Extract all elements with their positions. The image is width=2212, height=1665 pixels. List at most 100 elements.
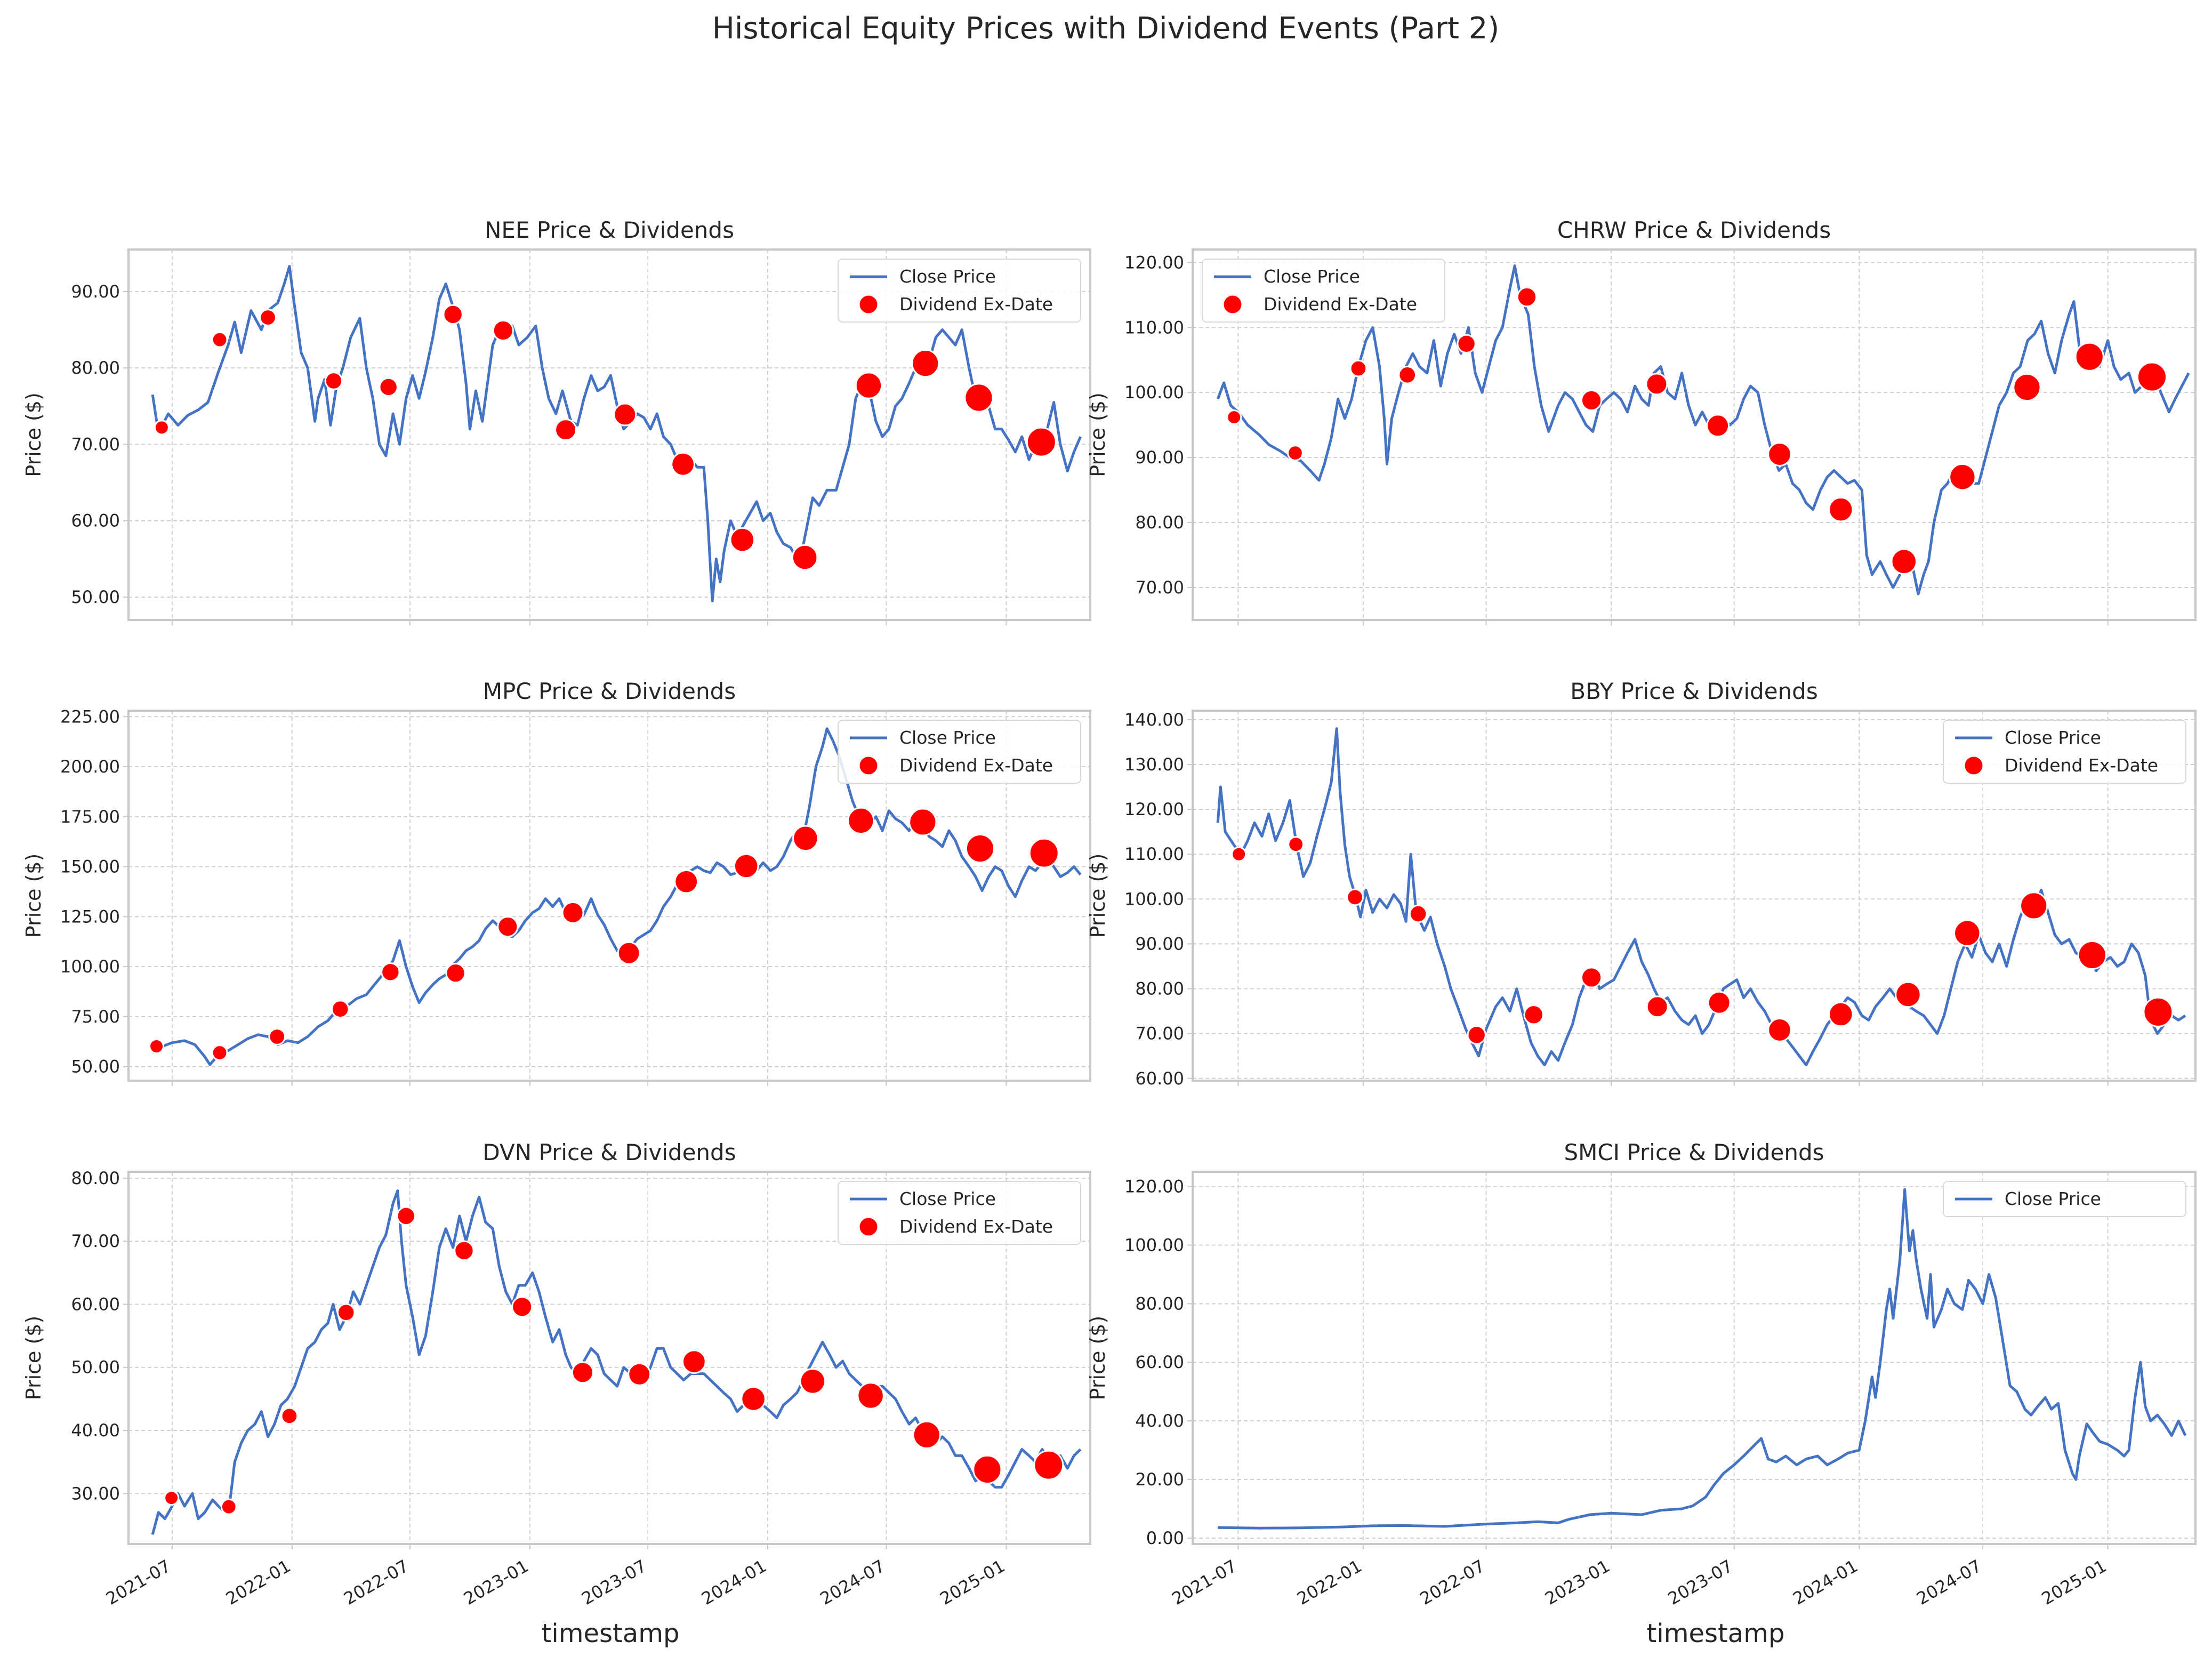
legend: Close Price Dividend Ex-Date xyxy=(838,720,1081,784)
dividend-marker[interactable] xyxy=(336,1303,356,1322)
close-price-line xyxy=(1216,727,2186,1067)
dividend-marker[interactable] xyxy=(617,941,641,965)
y-axis-label: Price ($) xyxy=(22,854,45,938)
y-tick-label: 100.00 xyxy=(60,956,120,977)
x-axis-label-right: timestamp xyxy=(1647,1619,1785,1648)
dividend-marker[interactable] xyxy=(443,304,463,325)
dividend-marker[interactable] xyxy=(671,452,696,477)
dividend-marker[interactable] xyxy=(1287,445,1304,462)
dividend-marker[interactable] xyxy=(628,1362,651,1386)
dividend-marker[interactable] xyxy=(1891,548,1918,575)
x-tick-label: 2022-01 xyxy=(1293,1556,1365,1609)
dividend-marker[interactable] xyxy=(613,403,637,427)
dividend-marker[interactable] xyxy=(1767,442,1792,466)
dividend-marker[interactable] xyxy=(2013,373,2041,402)
dividend-marker[interactable] xyxy=(454,1240,474,1261)
dividend-marker[interactable] xyxy=(1026,427,1057,457)
dividend-marker[interactable] xyxy=(729,527,755,553)
dividend-marker[interactable] xyxy=(259,309,277,326)
dividend-marker[interactable] xyxy=(381,962,400,982)
legend-box xyxy=(1202,259,1445,323)
dividend-marker[interactable] xyxy=(1231,846,1247,862)
dividend-marker[interactable] xyxy=(1409,904,1428,923)
dividend-marker[interactable] xyxy=(396,1206,416,1226)
dividend-marker[interactable] xyxy=(1349,359,1368,377)
dividend-marker[interactable] xyxy=(1949,463,1976,491)
dividend-marker[interactable] xyxy=(280,1407,299,1425)
dividend-marker[interactable] xyxy=(741,1386,766,1412)
dividend-marker[interactable] xyxy=(1645,373,1668,396)
dividend-marker[interactable] xyxy=(965,833,995,864)
dividend-marker[interactable] xyxy=(1895,981,1921,1008)
dividend-marker[interactable] xyxy=(154,420,170,436)
y-tick-label: 40.00 xyxy=(1135,1411,1184,1431)
dividend-marker[interactable] xyxy=(1398,366,1417,384)
dividend-marker[interactable] xyxy=(1288,836,1305,853)
dividend-marker[interactable] xyxy=(1457,334,1476,353)
axes-frame xyxy=(127,710,1091,1082)
legend-box xyxy=(1943,720,2186,784)
dividend-marker[interactable] xyxy=(554,419,577,441)
dividend-marker[interactable] xyxy=(1523,1004,1544,1025)
y-tick-label: 20.00 xyxy=(1135,1469,1184,1490)
dividend-marker[interactable] xyxy=(149,1038,165,1054)
dividend-marker[interactable] xyxy=(855,372,883,399)
dividend-marker[interactable] xyxy=(220,1498,237,1515)
dividend-marker[interactable] xyxy=(268,1028,286,1045)
dividend-marker[interactable] xyxy=(857,1382,884,1410)
dividend-marker[interactable] xyxy=(972,1454,1002,1484)
dividend-marker[interactable] xyxy=(211,331,228,348)
dividend-marker[interactable] xyxy=(379,377,398,397)
dividend-marker[interactable] xyxy=(331,1000,350,1019)
dividend-marker[interactable] xyxy=(1346,888,1364,906)
dividend-marker[interactable] xyxy=(1467,1025,1486,1045)
dividend-marker[interactable] xyxy=(912,1420,941,1449)
dividend-marker[interactable] xyxy=(497,916,519,938)
panel-title: DVN Price & Dividends xyxy=(482,1139,736,1165)
dividend-marker[interactable] xyxy=(1828,496,1854,522)
dividend-marker[interactable] xyxy=(911,349,940,378)
dividend-marker[interactable] xyxy=(324,372,343,390)
dividend-marker[interactable] xyxy=(1580,389,1603,411)
dividend-marker[interactable] xyxy=(1706,414,1730,438)
dividend-marker[interactable] xyxy=(1226,409,1242,425)
dividend-marker[interactable] xyxy=(2136,361,2167,392)
legend-label: Close Price xyxy=(2005,1188,2101,1209)
dividend-marker[interactable] xyxy=(445,962,466,984)
dividend-marker[interactable] xyxy=(2143,996,2174,1027)
dividend-marker[interactable] xyxy=(1646,995,1669,1018)
dividend-marker[interactable] xyxy=(1767,1018,1792,1042)
dividend-marker[interactable] xyxy=(674,869,699,894)
dividend-marker[interactable] xyxy=(571,1361,594,1384)
legend: Close Price Dividend Ex-Date xyxy=(838,1181,1081,1245)
dividend-marker[interactable] xyxy=(1580,967,1603,988)
x-tick-label: 2022-07 xyxy=(1417,1556,1489,1609)
figure-title: Historical Equity Prices with Dividend E… xyxy=(712,11,1499,46)
dividend-marker[interactable] xyxy=(2074,342,2104,372)
y-axis-label: Price ($) xyxy=(1086,392,1109,477)
dividend-marker[interactable] xyxy=(799,1368,826,1395)
dividend-marker[interactable] xyxy=(1953,919,1981,947)
dividend-marker[interactable] xyxy=(492,319,514,341)
dividend-marker[interactable] xyxy=(511,1296,533,1318)
dividend-marker[interactable] xyxy=(164,1490,180,1506)
dividend-marker[interactable] xyxy=(2077,940,2107,970)
dividend-marker[interactable] xyxy=(561,901,584,924)
dividend-marker[interactable] xyxy=(791,544,818,571)
dividend-marker[interactable] xyxy=(733,853,759,879)
dividend-marker[interactable] xyxy=(1028,838,1059,868)
dividend-marker[interactable] xyxy=(681,1349,706,1374)
legend-label: Dividend Ex-Date xyxy=(899,755,1053,776)
dividend-marker[interactable] xyxy=(908,808,937,836)
dividend-marker[interactable] xyxy=(1828,1001,1854,1027)
dividend-marker[interactable] xyxy=(211,1044,228,1061)
dividend-marker[interactable] xyxy=(964,383,994,413)
dividend-marker[interactable] xyxy=(792,825,819,852)
dividend-marker[interactable] xyxy=(1707,991,1731,1015)
dividend-marker[interactable] xyxy=(1033,1450,1064,1481)
dividend-marker[interactable] xyxy=(1516,286,1538,308)
dividend-marker[interactable] xyxy=(847,807,875,835)
y-tick-label: 100.00 xyxy=(1124,1235,1184,1255)
panel-nee: 50.00 60.00 70.00 80.00 90.00 NEE Price & Div… xyxy=(22,217,1091,625)
dividend-marker[interactable] xyxy=(2020,891,2048,920)
